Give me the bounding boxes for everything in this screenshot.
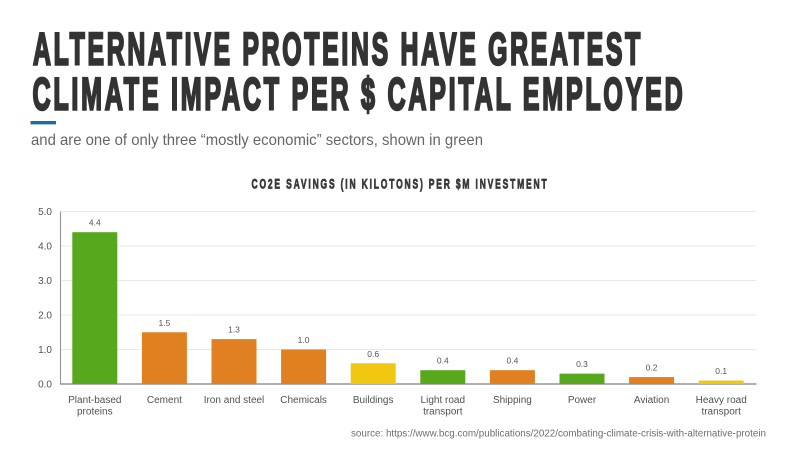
- svg-text:Heavy road: Heavy road: [696, 395, 747, 406]
- svg-text:transport: transport: [423, 407, 463, 418]
- svg-text:5.0: 5.0: [38, 207, 52, 218]
- svg-text:transport: transport: [701, 407, 741, 418]
- svg-text:2.0: 2.0: [38, 311, 52, 322]
- svg-text:proteins: proteins: [77, 407, 113, 418]
- svg-text:0.4: 0.4: [506, 356, 518, 366]
- svg-text:4.0: 4.0: [38, 242, 52, 253]
- svg-text:Buildings: Buildings: [353, 395, 394, 406]
- svg-text:1.0: 1.0: [298, 335, 310, 345]
- svg-text:1.0: 1.0: [38, 345, 52, 356]
- svg-text:4.4: 4.4: [89, 218, 101, 228]
- svg-text:3.0: 3.0: [38, 276, 52, 287]
- svg-text:Iron and steel: Iron and steel: [204, 395, 265, 406]
- svg-text:Plant-based: Plant-based: [68, 395, 121, 406]
- svg-text:0.4: 0.4: [437, 356, 449, 366]
- svg-text:source: https://www.bcg.com/pu: source: https://www.bcg.com/publications…: [351, 429, 766, 440]
- svg-text:Chemicals: Chemicals: [280, 395, 327, 406]
- svg-text:0.0: 0.0: [38, 380, 52, 391]
- svg-text:Shipping: Shipping: [493, 395, 532, 406]
- svg-text:Aviation: Aviation: [634, 395, 669, 406]
- svg-text:0.2: 0.2: [646, 363, 658, 373]
- svg-text:1.5: 1.5: [158, 318, 170, 328]
- svg-text:0.1: 0.1: [715, 366, 727, 376]
- svg-text:Light road: Light road: [421, 395, 465, 406]
- svg-text:0.3: 0.3: [576, 359, 588, 369]
- svg-text:0.6: 0.6: [367, 349, 379, 359]
- svg-text:1.3: 1.3: [228, 325, 240, 335]
- svg-text:Cement: Cement: [147, 395, 182, 406]
- svg-text:CLIMATE IMPACT PER $ CAPITAL E: CLIMATE IMPACT PER $ CAPITAL EMPLOYED: [33, 68, 686, 119]
- svg-text:and are one of only three “mos: and are one of only three “mostly econom…: [31, 132, 483, 149]
- svg-text:ALTERNATIVE PROTEINS HAVE GREA: ALTERNATIVE PROTEINS HAVE GREATEST: [33, 23, 643, 74]
- svg-text:CO2E SAVINGS (IN KILOTONS) PER: CO2E SAVINGS (IN KILOTONS) PER $M INVEST…: [252, 175, 549, 191]
- svg-text:Power: Power: [568, 395, 597, 406]
